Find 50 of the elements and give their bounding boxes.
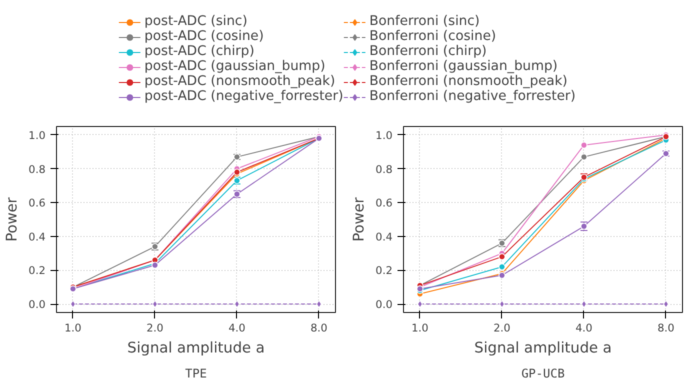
x-tick-label: 8.0 bbox=[657, 322, 675, 334]
x-tick-label: 2.0 bbox=[146, 322, 164, 334]
x-tick-label: 4.0 bbox=[228, 322, 246, 334]
legend-label: post-ADC (gaussian_bump) bbox=[144, 59, 326, 74]
point bbox=[417, 300, 423, 308]
y-tick-label: 0.2 bbox=[376, 264, 393, 278]
y-tick-label: 0.0 bbox=[376, 298, 393, 312]
x-tick-label: 1.0 bbox=[64, 322, 82, 334]
point bbox=[70, 300, 76, 308]
y-tick-label: 0.4 bbox=[376, 230, 393, 244]
legend-label: post-ADC (chirp) bbox=[144, 44, 254, 59]
point bbox=[316, 300, 322, 308]
y-tick-label: 0.6 bbox=[376, 196, 393, 210]
y-tick-label: 0.8 bbox=[376, 162, 393, 176]
point bbox=[498, 253, 506, 260]
point bbox=[499, 300, 505, 308]
legend-label: post-ADC (sinc) bbox=[144, 14, 248, 29]
text: GP-UCB bbox=[521, 366, 565, 380]
y-axis-title: Power bbox=[4, 196, 21, 242]
point bbox=[234, 300, 240, 308]
y-tick-label: 1.0 bbox=[28, 128, 46, 142]
legend-label: post-ADC (negative_forrester) bbox=[144, 89, 344, 104]
x-tick-label: 8.0 bbox=[310, 322, 328, 334]
y-axis-title: Power bbox=[350, 196, 368, 242]
point bbox=[580, 154, 588, 160]
y-tick-label: 0.6 bbox=[28, 196, 46, 210]
point bbox=[580, 142, 588, 148]
point bbox=[152, 300, 158, 308]
legend-label: post-ADC (cosine) bbox=[144, 29, 264, 44]
x-axis-title: Signal amplitude a bbox=[127, 340, 265, 356]
y-tick-label: 0.4 bbox=[28, 230, 46, 244]
point bbox=[663, 300, 669, 308]
y-tick-label: 0.8 bbox=[28, 162, 46, 176]
text: TPE bbox=[185, 366, 207, 380]
point bbox=[581, 300, 587, 308]
x-tick-label: 2.0 bbox=[494, 322, 511, 334]
legend-label: Bonferroni (sinc) bbox=[369, 14, 480, 29]
legend-label: Bonferroni (negative_forrester) bbox=[369, 89, 576, 104]
y-tick-label: 0.2 bbox=[28, 264, 46, 278]
point bbox=[498, 263, 506, 270]
legend-label: Bonferroni (chirp) bbox=[369, 44, 487, 59]
legend-label: post-ADC (nonsmooth_peak) bbox=[144, 74, 336, 89]
y-tick-label: 0.0 bbox=[28, 298, 46, 312]
y-tick-label: 1.0 bbox=[376, 128, 393, 142]
x-tick-label: 1.0 bbox=[412, 322, 429, 334]
x-axis-title: Signal amplitude a bbox=[474, 340, 612, 356]
x-tick-label: 4.0 bbox=[575, 322, 593, 334]
legend-label: Bonferroni (gaussian_bump) bbox=[369, 59, 558, 74]
legend-label: Bonferroni (nonsmooth_peak) bbox=[369, 74, 568, 89]
legend-label: Bonferroni (cosine) bbox=[369, 29, 496, 44]
